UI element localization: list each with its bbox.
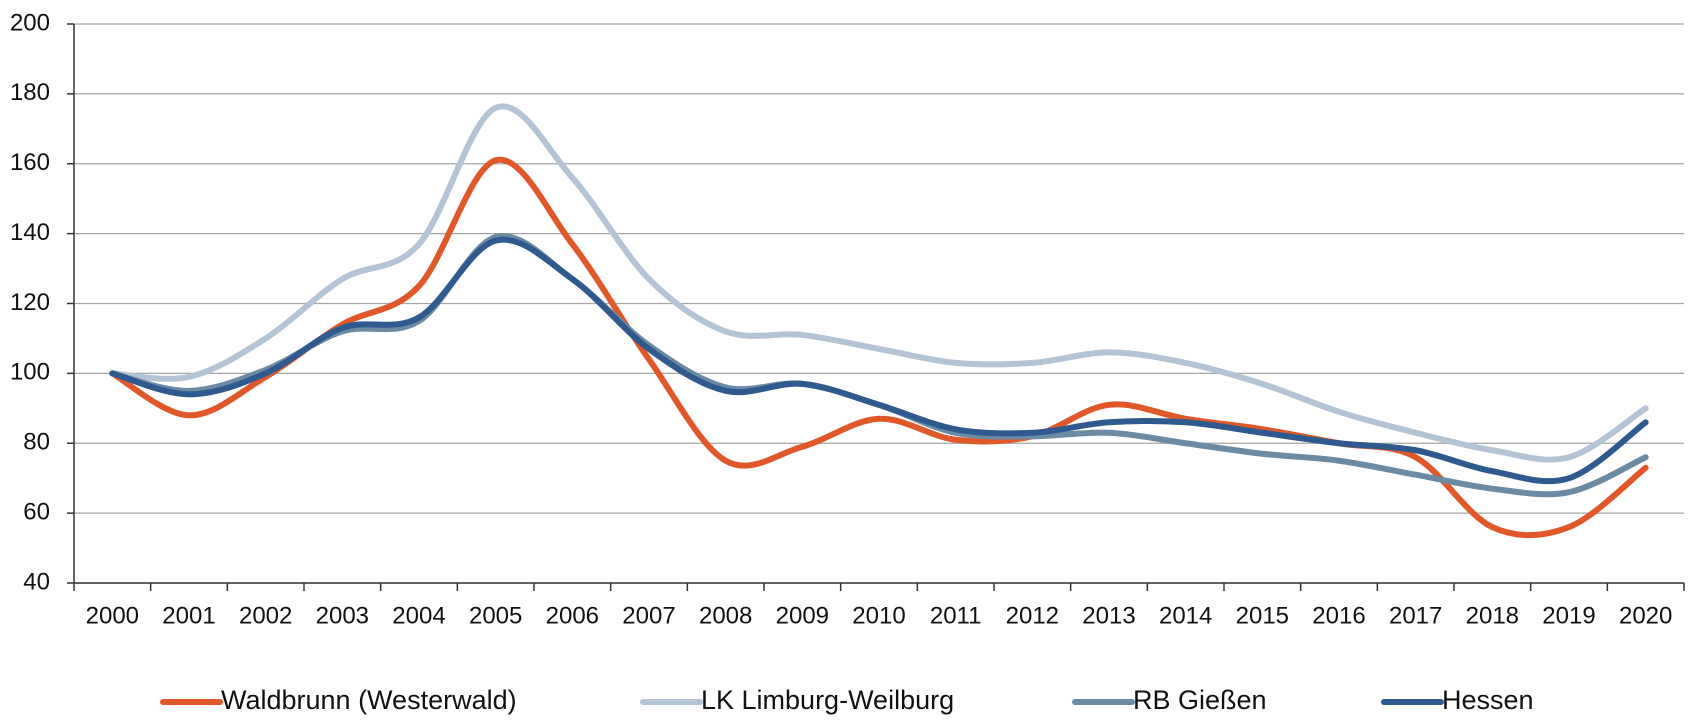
x-tick-label: 2001 [162, 602, 215, 629]
x-tick-label: 2004 [392, 602, 445, 629]
x-tick-label: 2020 [1619, 602, 1672, 629]
y-tick-label: 100 [10, 359, 50, 386]
series-line [109, 236, 1649, 485]
y-tick-label: 200 [10, 9, 50, 36]
x-tick-label: 2018 [1466, 602, 1519, 629]
x-tick-label: 2012 [1006, 602, 1059, 629]
x-tick-label: 2007 [622, 602, 675, 629]
x-tick-label: 2009 [776, 602, 829, 629]
series-line [109, 103, 1649, 463]
y-tick-label: 60 [23, 498, 50, 525]
y-tick-label: 180 [10, 79, 50, 106]
x-tick-label: 2008 [699, 602, 752, 629]
x-tick-label: 2015 [1236, 602, 1289, 629]
y-tick-label: 120 [10, 289, 50, 316]
y-tick-label: 80 [23, 429, 50, 456]
y-tick-label: 140 [10, 219, 50, 246]
x-tick-label: 2003 [316, 602, 369, 629]
x-tick-label: 2017 [1389, 602, 1442, 629]
x-tick-label: 2019 [1542, 602, 1595, 629]
y-tick-label: 40 [23, 568, 50, 595]
x-tick-label: 2013 [1082, 602, 1135, 629]
x-tick-label: 2011 [930, 602, 982, 629]
legend-label: Hessen [1442, 685, 1534, 715]
x-tick-label: 2016 [1312, 602, 1365, 629]
legend-label: Waldbrunn (Westerwald) [221, 685, 517, 715]
x-tick-label: 2014 [1159, 602, 1212, 629]
x-tick-label: 2006 [546, 602, 599, 629]
x-tick-label: 2005 [469, 602, 522, 629]
x-tick-label: 2002 [239, 602, 292, 629]
y-tick-label: 160 [10, 149, 50, 176]
legend-label: RB Gießen [1133, 685, 1267, 715]
x-tick-label: 2000 [86, 602, 139, 629]
x-tick-label: 2010 [852, 602, 905, 629]
legend-label: LK Limburg-Weilburg [701, 685, 954, 715]
